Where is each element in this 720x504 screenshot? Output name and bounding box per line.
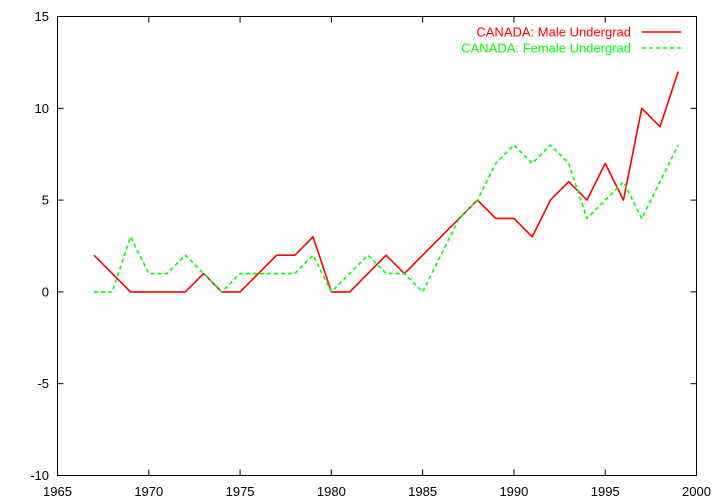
axis-tick-labels: 1965 1970 1975 1980 1985 1990 1995 2000 -10 -5 0 5 1… xyxy=(30,9,711,499)
x-tick-label: 1970 xyxy=(134,484,163,499)
x-tick-label: 1985 xyxy=(408,484,437,499)
axis-ticks xyxy=(57,16,697,476)
x-tick-label: 1980 xyxy=(317,484,346,499)
y-tick-label: 15 xyxy=(35,9,49,24)
y-tick-label: -5 xyxy=(37,376,49,391)
x-tick-label: 1990 xyxy=(499,484,528,499)
x-tick-label: 1975 xyxy=(226,484,255,499)
y-tick-label: 0 xyxy=(42,284,49,299)
series-lines xyxy=(93,71,679,293)
series-line-female xyxy=(94,144,679,293)
legend-label: CANADA: Female Undergrad xyxy=(461,41,631,56)
plot-frame xyxy=(57,16,697,476)
x-tick-label: 1965 xyxy=(43,484,72,499)
y-tick-label: -10 xyxy=(30,468,49,483)
y-tick-label: 10 xyxy=(35,101,49,116)
y-tick-label: 5 xyxy=(42,193,49,208)
legend-label: CANADA: Male Undergrad xyxy=(476,25,631,40)
x-tick-label: 2000 xyxy=(682,484,711,499)
x-tick-label: 1995 xyxy=(591,484,620,499)
series-line-male xyxy=(93,71,679,293)
